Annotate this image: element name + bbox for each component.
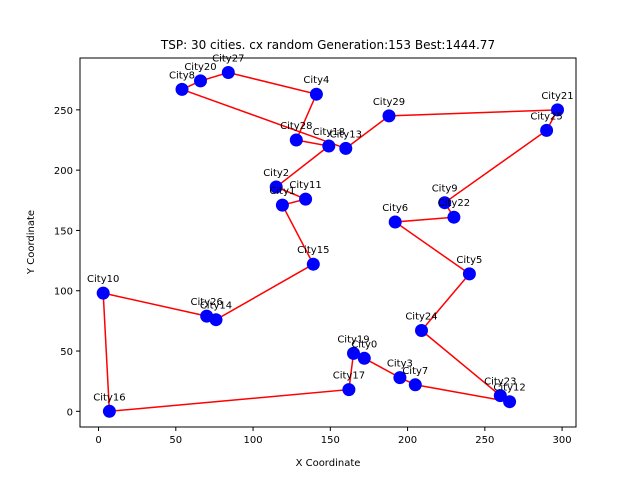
city-label: City24 bbox=[405, 312, 437, 323]
city-point bbox=[194, 74, 207, 88]
y-tick-label: 250 bbox=[54, 106, 73, 117]
city-label: City25 bbox=[530, 111, 562, 122]
city-point bbox=[102, 404, 116, 418]
chart-title: TSP: 30 cities. cx random Generation:153… bbox=[160, 38, 495, 52]
city-point bbox=[306, 257, 320, 271]
city-point bbox=[200, 309, 214, 323]
city-point bbox=[342, 383, 356, 397]
city-point bbox=[347, 346, 360, 360]
city-label: City28 bbox=[280, 121, 312, 132]
city-point bbox=[275, 198, 289, 212]
y-tick-label: 150 bbox=[54, 226, 73, 237]
city-point bbox=[462, 267, 476, 281]
city-label: City18 bbox=[313, 127, 345, 138]
y-axis-label: Y Coordinate bbox=[26, 210, 37, 275]
city-label: City8 bbox=[169, 70, 195, 81]
city-point bbox=[309, 87, 323, 101]
city-point bbox=[503, 395, 517, 409]
y-tick-label: 200 bbox=[54, 166, 73, 177]
city-point bbox=[357, 351, 371, 365]
x-tick-label: 0 bbox=[95, 435, 101, 446]
x-axis-ticks: 0 50 100 150 200 250 300 bbox=[95, 427, 572, 446]
city-label: City21 bbox=[541, 91, 573, 102]
city-point bbox=[540, 123, 554, 137]
x-tick-label: 50 bbox=[169, 435, 182, 446]
city-label: City6 bbox=[382, 203, 408, 214]
city-point bbox=[388, 215, 402, 229]
city-label: City19 bbox=[337, 334, 369, 345]
city-label: City13 bbox=[330, 129, 362, 140]
city-point bbox=[339, 141, 353, 155]
city-point bbox=[289, 133, 303, 147]
x-tick-label: 250 bbox=[475, 435, 494, 446]
city-label: City17 bbox=[333, 371, 365, 382]
city-point bbox=[269, 180, 283, 194]
x-tick-label: 150 bbox=[321, 435, 340, 446]
city-point bbox=[393, 371, 407, 385]
city-point bbox=[408, 378, 422, 392]
city-point bbox=[447, 210, 461, 224]
city-points bbox=[96, 66, 564, 418]
city-label: City23 bbox=[484, 377, 516, 388]
city-point bbox=[415, 324, 428, 337]
city-label: City1 bbox=[269, 186, 295, 197]
city-label: City2 bbox=[263, 168, 289, 179]
plot-area: City0 City1 City2 City3 City4 City5 City6 City7… bbox=[87, 54, 574, 418]
city-point bbox=[551, 103, 564, 117]
city-label: City10 bbox=[87, 274, 119, 285]
city-label: City0 bbox=[351, 339, 377, 350]
city-label: City3 bbox=[387, 359, 413, 370]
city-point bbox=[322, 139, 336, 153]
x-tick-label: 200 bbox=[398, 435, 417, 446]
city-label: City4 bbox=[303, 75, 329, 86]
city-label: City14 bbox=[200, 301, 232, 312]
city-label: City7 bbox=[402, 366, 428, 377]
city-label: City22 bbox=[438, 198, 470, 209]
city-label: City11 bbox=[289, 180, 321, 191]
city-point bbox=[382, 109, 396, 123]
city-label: City29 bbox=[373, 97, 405, 108]
city-label: City26 bbox=[191, 297, 223, 308]
city-label: City15 bbox=[297, 245, 329, 256]
city-point bbox=[438, 196, 452, 210]
city-point bbox=[493, 389, 507, 403]
city-point bbox=[96, 286, 110, 300]
y-tick-label: 0 bbox=[67, 407, 73, 418]
axes-frame bbox=[79, 57, 577, 428]
y-tick-label: 100 bbox=[54, 287, 73, 298]
x-tick-label: 300 bbox=[553, 435, 572, 446]
city-label: City27 bbox=[212, 54, 244, 65]
y-tick-label: 50 bbox=[60, 347, 73, 358]
x-tick-label: 100 bbox=[244, 435, 263, 446]
city-label: City20 bbox=[184, 62, 216, 73]
city-point bbox=[175, 82, 189, 96]
city-point bbox=[299, 192, 313, 206]
city-label: City12 bbox=[493, 383, 525, 394]
y-axis-ticks: 0 50 100 150 200 250 bbox=[54, 106, 80, 418]
city-point bbox=[221, 66, 235, 79]
city-labels: City0 City1 City2 City3 City4 City5 City6 City7… bbox=[87, 54, 574, 404]
city-label: City9 bbox=[432, 184, 458, 195]
x-axis-label: X Coordinate bbox=[296, 458, 361, 469]
city-label: City16 bbox=[93, 392, 125, 403]
city-label: City5 bbox=[456, 255, 482, 266]
